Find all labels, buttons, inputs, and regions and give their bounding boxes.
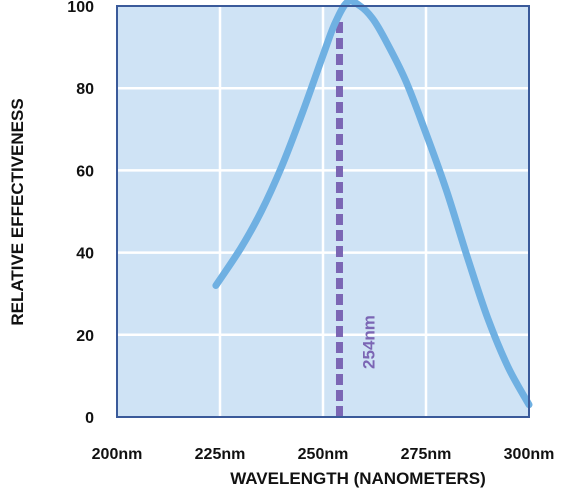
effectiveness-curve <box>212 0 533 409</box>
x-tick-labels: 200nm 225nm 250nm 275nm 300nm <box>92 446 555 463</box>
x-tick-label: 250nm <box>298 446 349 463</box>
series-layer <box>212 0 533 409</box>
gridlines <box>117 6 529 417</box>
y-axis-title: RELATIVE EFFECTIVENESS <box>8 98 27 325</box>
y-tick-label: 40 <box>76 246 94 263</box>
x-axis-title: WAVELENGTH (NANOMETERS) <box>230 469 486 488</box>
x-tick-label: 300nm <box>504 446 555 463</box>
plot-frame <box>116 5 530 418</box>
y-tick-label: 80 <box>76 81 94 98</box>
y-tick-label: 0 <box>85 410 94 427</box>
y-tick-label: 20 <box>76 328 94 345</box>
y-tick-label: 100 <box>67 0 94 16</box>
x-tick-label: 225nm <box>195 446 246 463</box>
y-tick-labels: 0 20 40 60 80 100 <box>67 0 94 427</box>
wavelength-marker-label: 254nm <box>359 315 378 369</box>
y-tick-label: 60 <box>76 163 94 180</box>
annotation-layer: 254nm <box>335 18 378 417</box>
x-tick-label: 200nm <box>92 446 143 463</box>
x-tick-label: 275nm <box>401 446 452 463</box>
